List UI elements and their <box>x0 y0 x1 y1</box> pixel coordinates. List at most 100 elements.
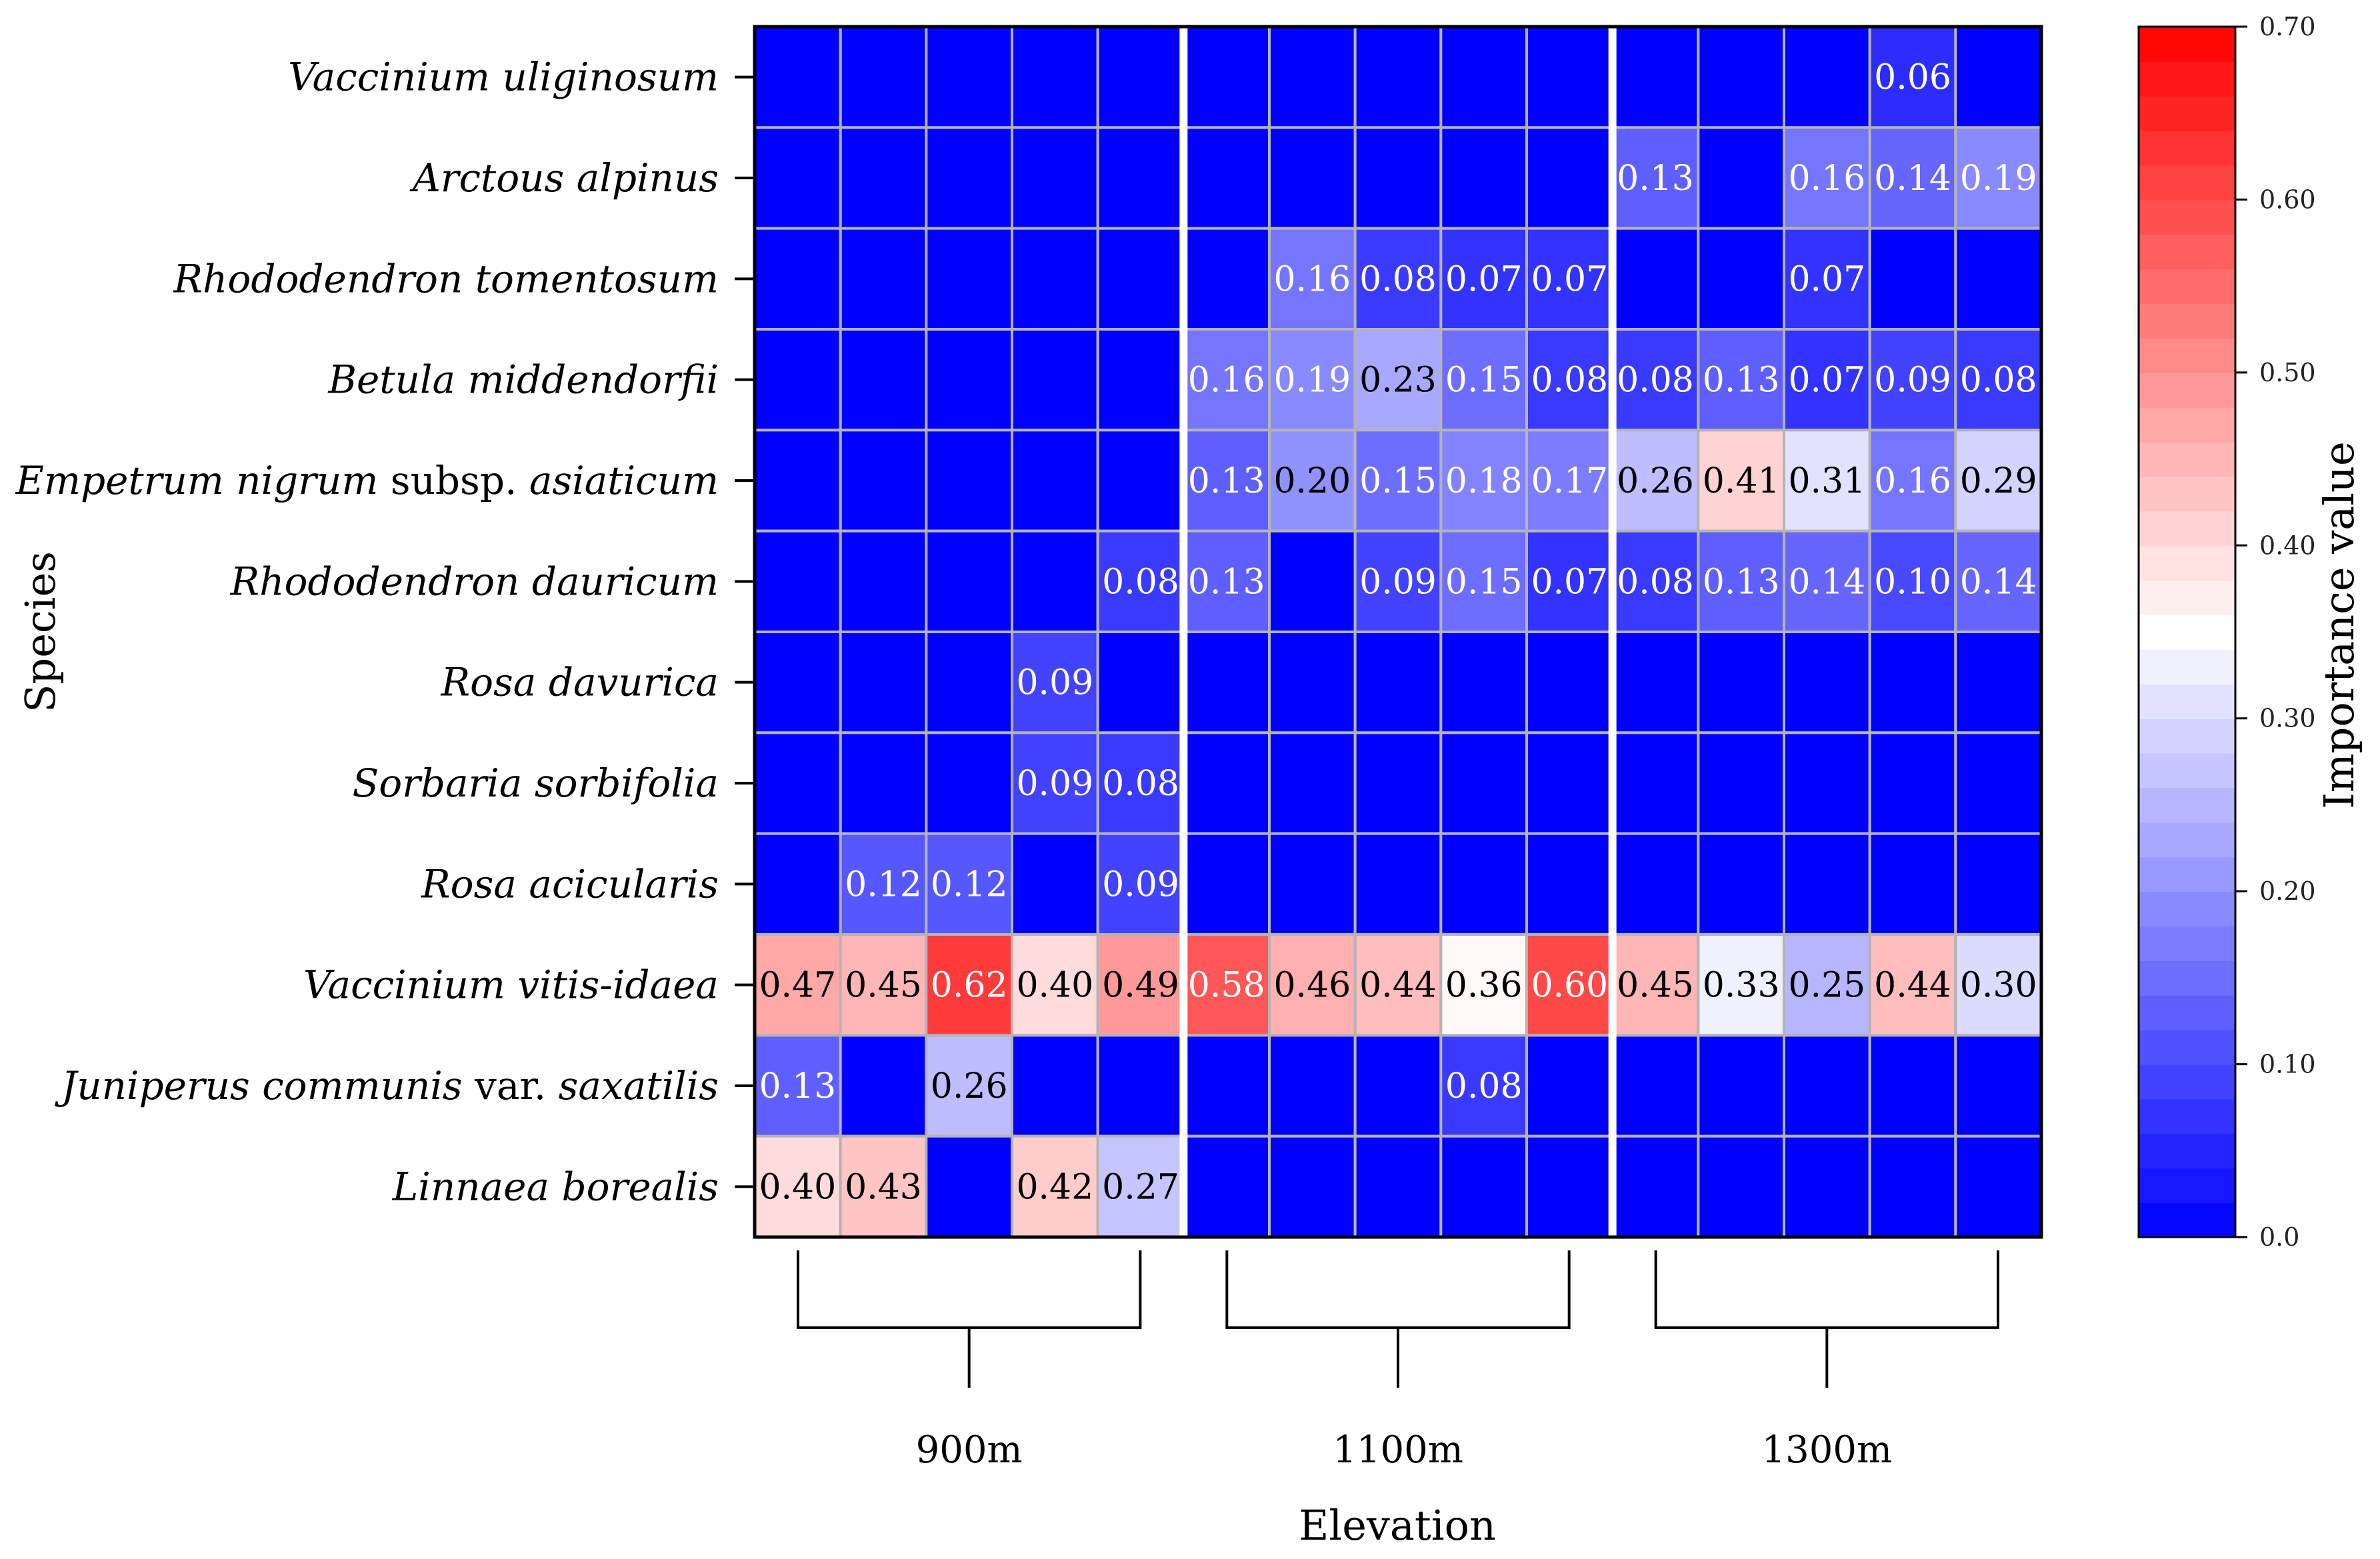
colorbar-step <box>2139 753 2235 788</box>
colorbar-step <box>2139 337 2235 373</box>
cell-value-label: 0.40 <box>1016 966 1093 1006</box>
heatmap-cell <box>839 529 928 634</box>
heatmap-cell <box>925 832 1014 936</box>
cell-value-label: 0.08 <box>1359 259 1437 299</box>
heatmap-cell <box>925 25 1014 129</box>
colorbar-step <box>2139 61 2235 97</box>
heatmap-cell <box>1954 328 2043 432</box>
heatmap-cell <box>1697 227 1785 331</box>
heatmap-cell <box>1439 1134 1528 1238</box>
cell-value-label: 0.08 <box>1531 361 1608 401</box>
heatmap-cell <box>1268 631 1357 735</box>
heatmap-cell <box>1697 429 1785 533</box>
heatmap-cell <box>1783 731 1871 835</box>
x-axis-title: Elevation <box>1299 1501 1496 1550</box>
heatmap-cell <box>1268 429 1357 533</box>
heatmap-cell <box>1697 1034 1785 1138</box>
heatmap-cell <box>1268 1034 1357 1138</box>
cell-value-label: 0.08 <box>1960 361 2037 401</box>
heatmap-cell <box>1011 25 1099 129</box>
cell-value-label: 0.27 <box>1102 1167 1179 1207</box>
species-label: Juniperus communis var. saxatilis <box>55 1063 719 1108</box>
heatmap-cell <box>1783 1034 1871 1138</box>
species-label: Empetrum nigrum subsp. asiaticum <box>15 458 719 503</box>
heatmap-cell <box>1525 25 1614 129</box>
species-label: Rhododendron dauricum <box>229 559 719 604</box>
heatmap-cell <box>1868 227 1957 331</box>
heatmap-cell <box>1525 1034 1614 1138</box>
colorbar-step <box>2139 1064 2235 1100</box>
cell-value-label: 0.18 <box>1445 461 1523 501</box>
elevation-label: 1100m <box>1333 1428 1463 1472</box>
heatmap-cell <box>1353 731 1443 835</box>
cell-value-label: 0.07 <box>1531 562 1608 602</box>
cell-value-label: 0.33 <box>1703 966 1780 1006</box>
cell-value-label: 0.45 <box>1617 966 1694 1006</box>
heatmap-cell <box>1611 227 1700 331</box>
heatmap-cell <box>1611 631 1700 735</box>
heatmap-cell <box>1868 1134 1957 1238</box>
heatmap-cell <box>1096 832 1185 936</box>
cell-value-label: 0.23 <box>1359 361 1437 401</box>
cell-value-label: 0.60 <box>1531 966 1608 1006</box>
species-label: Betula middendorfii <box>327 357 719 403</box>
heatmap-cell <box>1868 328 1957 432</box>
colorbar-step <box>2139 545 2235 581</box>
elevation-bracket <box>797 1250 1142 1388</box>
species-label: Rosa davurica <box>440 660 719 705</box>
heatmap-cell <box>1697 631 1785 735</box>
colorbar-step <box>2139 95 2235 131</box>
colorbar-title: Importance value <box>2315 441 2363 808</box>
colorbar-step <box>2139 1168 2235 1204</box>
cell-value-label: 0.26 <box>931 1066 1008 1106</box>
heatmap-cell <box>1353 1134 1443 1238</box>
heatmap-cell <box>1011 429 1099 533</box>
cell-value-label: 0.07 <box>1531 259 1608 299</box>
heatmap-cell <box>1182 731 1271 835</box>
heatmap-cell <box>1439 25 1528 129</box>
colorbar-tick-label: 0.70 <box>2259 12 2316 41</box>
species-label: Arctous alpinus <box>409 155 719 201</box>
heatmap-cell <box>1439 631 1528 735</box>
colorbar-tick-label: 0.10 <box>2259 1050 2316 1079</box>
heatmap-cell <box>1268 227 1357 331</box>
colorbar-step <box>2139 580 2235 616</box>
heatmap-cell <box>839 227 928 331</box>
cell-value-label: 0.13 <box>1188 461 1265 501</box>
colorbar-tick-label: 0.30 <box>2259 704 2316 733</box>
species-axis: Vaccinium uliginosum Arctous alpinus Rhodo… <box>15 55 755 1209</box>
heatmap-cell <box>1011 1034 1099 1138</box>
heatmap-cell <box>1439 328 1528 432</box>
heatmap-cell <box>1868 25 1957 129</box>
heatmap-cell <box>1096 25 1185 129</box>
colorbar-step <box>2139 994 2235 1030</box>
heatmap-cell <box>1096 529 1185 634</box>
cell-value-label: 0.16 <box>1874 461 1951 501</box>
heatmap-cell <box>1182 1034 1271 1138</box>
colorbar-step <box>2139 269 2235 305</box>
cell-value-label: 0.49 <box>1102 966 1179 1006</box>
cell-value-label: 0.06 <box>1874 58 1951 98</box>
heatmap-cell <box>1353 631 1443 735</box>
heatmap-cell <box>839 933 928 1037</box>
heatmap-cell <box>753 227 842 331</box>
heatmap-cell <box>839 631 928 735</box>
cell-value-label: 0.15 <box>1359 461 1437 501</box>
heatmap-cell <box>1954 25 2043 129</box>
elevation-label: 900m <box>916 1428 1023 1472</box>
y-axis-title: Species <box>16 551 65 713</box>
heatmap-cell <box>753 731 842 835</box>
species-label: Linnaea borealis <box>392 1164 719 1209</box>
cell-value-label: 0.14 <box>1788 562 1865 602</box>
heatmap-cell <box>1268 126 1357 230</box>
colorbar-step <box>2139 441 2235 477</box>
colorbar-step <box>2139 476 2235 512</box>
colorbar-step <box>2139 130 2235 166</box>
heatmap-cell <box>925 328 1014 432</box>
cell-value-label: 0.13 <box>1703 562 1780 602</box>
cell-value-label: 0.40 <box>759 1167 836 1207</box>
colorbar: 0.0 0.10 0.20 0.30 0.40 0.50 0.60 0.70 <box>2137 12 2316 1252</box>
heatmap-cell <box>753 126 842 230</box>
cell-value-label: 0.16 <box>1273 259 1351 299</box>
heatmap-cell <box>1868 631 1957 735</box>
